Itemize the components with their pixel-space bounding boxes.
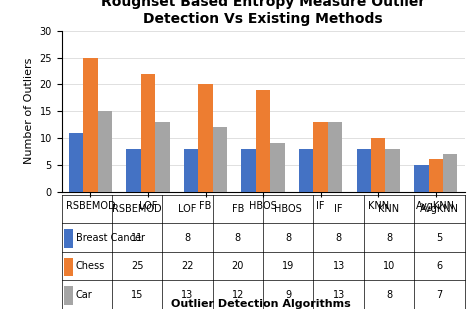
Text: 8: 8 xyxy=(336,233,342,243)
Text: 11: 11 xyxy=(131,233,143,243)
Text: 15: 15 xyxy=(131,290,143,300)
Bar xyxy=(69,133,83,192)
Text: 8: 8 xyxy=(386,233,392,243)
Text: 12: 12 xyxy=(232,290,244,300)
Bar xyxy=(184,149,198,192)
Text: HBOS: HBOS xyxy=(274,204,302,214)
Bar xyxy=(141,74,155,192)
Title: Roughset Based Entropy Measure Outlier
Detection Vs Existing Methods: Roughset Based Entropy Measure Outlier D… xyxy=(101,0,425,26)
Text: 10: 10 xyxy=(383,261,395,271)
Text: Chess: Chess xyxy=(76,261,105,271)
Y-axis label: Number of Outliers: Number of Outliers xyxy=(24,58,34,164)
Text: 5: 5 xyxy=(436,233,442,243)
Text: IF: IF xyxy=(334,204,343,214)
Bar xyxy=(198,84,213,192)
Bar xyxy=(64,258,73,276)
Text: 13: 13 xyxy=(182,290,194,300)
Bar xyxy=(64,229,73,248)
Text: 6: 6 xyxy=(436,261,442,271)
Bar xyxy=(385,149,400,192)
Text: 7: 7 xyxy=(436,290,442,300)
Text: AvgKNN: AvgKNN xyxy=(420,204,459,214)
Bar xyxy=(270,143,285,192)
Text: 20: 20 xyxy=(232,261,244,271)
Bar xyxy=(155,122,170,192)
Bar xyxy=(328,122,342,192)
Bar xyxy=(443,154,457,192)
Bar xyxy=(127,149,141,192)
Bar xyxy=(356,149,371,192)
Bar xyxy=(83,58,98,192)
Text: LOF: LOF xyxy=(178,204,197,214)
Text: 13: 13 xyxy=(332,290,345,300)
Text: Car: Car xyxy=(76,290,92,300)
Bar xyxy=(213,127,227,192)
Text: 8: 8 xyxy=(184,233,191,243)
Text: 8: 8 xyxy=(235,233,241,243)
Text: Outlier Detection Algorithms: Outlier Detection Algorithms xyxy=(171,299,351,309)
Text: KNN: KNN xyxy=(378,204,400,214)
Text: 22: 22 xyxy=(181,261,194,271)
Text: Breast Cancer: Breast Cancer xyxy=(76,233,145,243)
Bar xyxy=(313,122,328,192)
Bar xyxy=(299,149,313,192)
Bar xyxy=(64,286,73,305)
Text: RSBEMOD: RSBEMOD xyxy=(112,204,162,214)
Text: 9: 9 xyxy=(285,290,292,300)
Bar xyxy=(414,165,428,192)
Bar xyxy=(371,138,385,192)
Bar xyxy=(98,111,112,192)
Bar xyxy=(428,159,443,192)
Text: 8: 8 xyxy=(285,233,292,243)
Bar xyxy=(256,90,270,192)
Text: 19: 19 xyxy=(282,261,294,271)
Text: 8: 8 xyxy=(386,290,392,300)
Bar xyxy=(241,149,256,192)
Text: 25: 25 xyxy=(131,261,144,271)
Text: 13: 13 xyxy=(332,261,345,271)
Text: FB: FB xyxy=(232,204,244,214)
